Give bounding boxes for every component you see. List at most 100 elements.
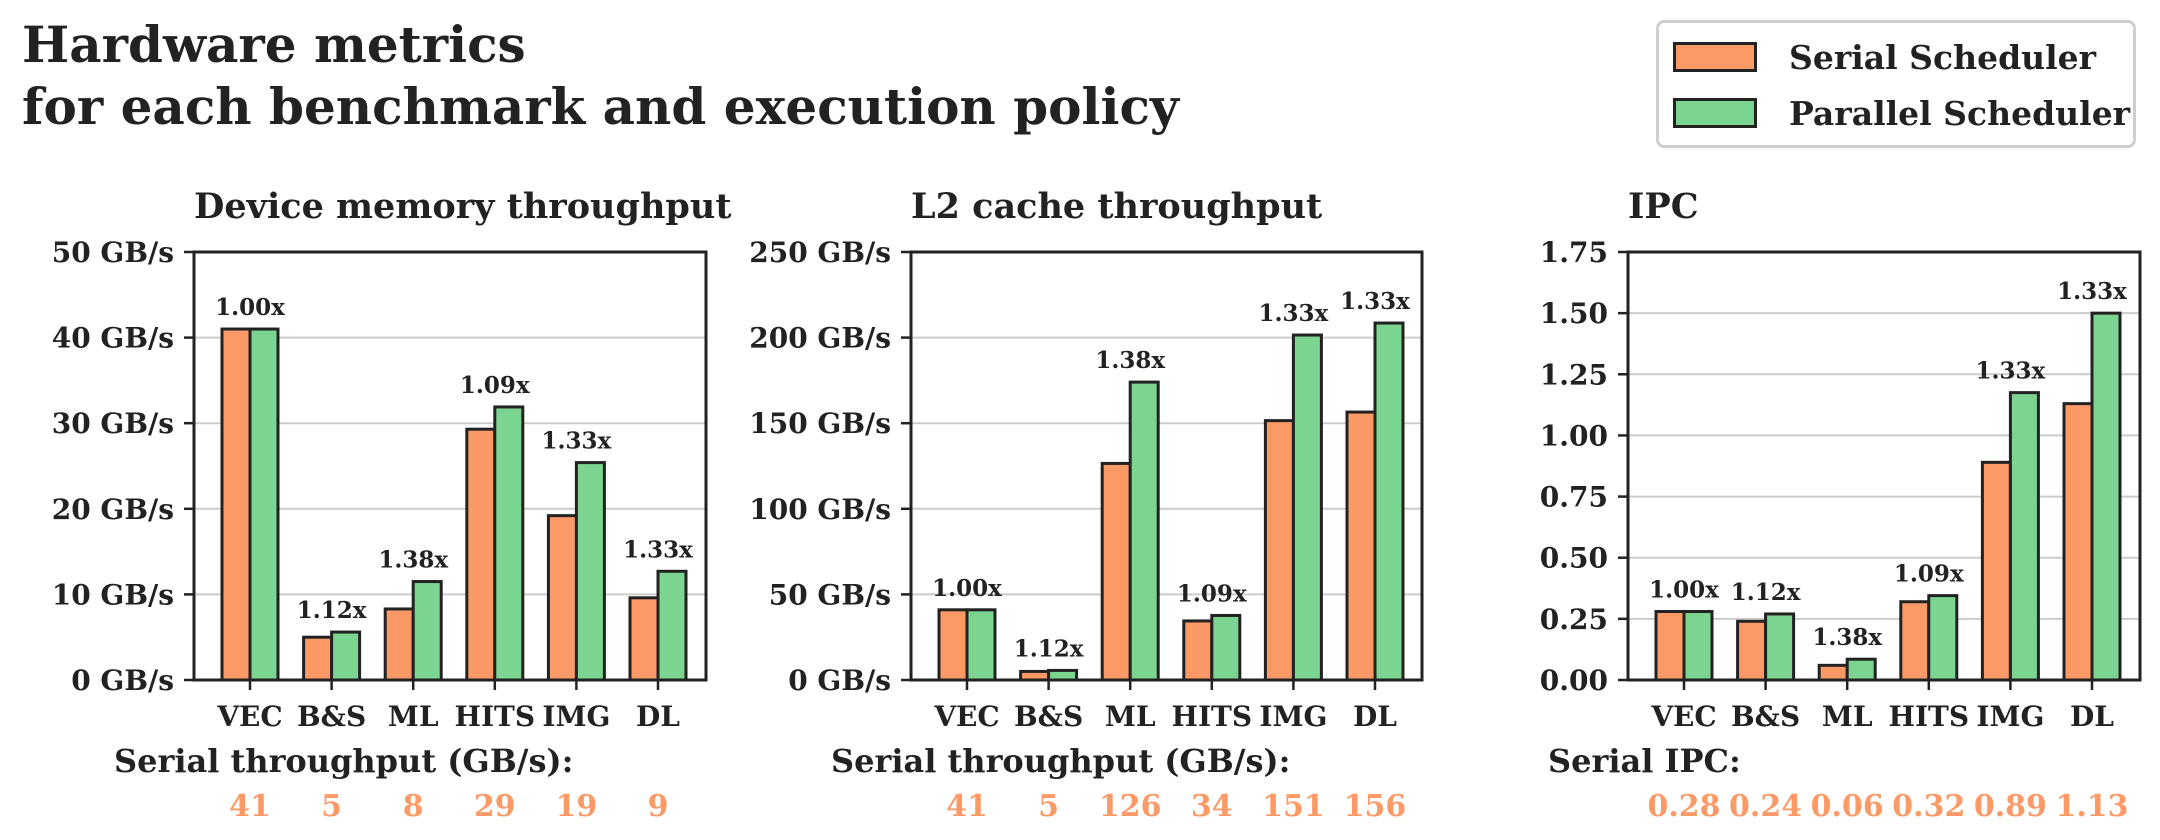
chart-3-ytick-label-3: 0.75 <box>1540 481 1608 514</box>
chart-3-bar-serial-1 <box>1736 619 1768 682</box>
chart-3-bar-parallel-2 <box>1845 657 1877 682</box>
chart-1-bar-parallel-1 <box>330 630 362 682</box>
chart-1-ytick-label-4: 40 GB/s <box>52 322 174 355</box>
chart-1-footer-label: Serial throughput (GB/s): <box>114 742 573 780</box>
chart-3-bar-serial-2 <box>1817 663 1849 682</box>
chart-2-ytick-label-0: 0 GB/s <box>788 664 891 697</box>
chart-3-xtick-label-4: IMG <box>1976 700 2044 733</box>
chart-3-bar-serial-0 <box>1654 610 1686 682</box>
chart-1-axes-frame <box>192 250 708 682</box>
chart-2-xtick-label-3: HITS <box>1171 700 1252 733</box>
chart-2-footer-label: Serial throughput (GB/s): <box>831 742 1290 780</box>
chart-3-axes-frame <box>1626 250 2142 682</box>
chart-3-ytick-label-7: 1.75 <box>1540 236 1608 269</box>
chart-3-footer-value-3: 0.32 <box>1892 789 1965 824</box>
chart-3-speedup-label-5: 1.33x <box>2057 278 2127 305</box>
chart-1-ytick-label-2: 20 GB/s <box>52 493 174 526</box>
chart-3-bar-parallel-4 <box>2008 391 2040 682</box>
chart-1-footer-value-3: 29 <box>474 789 516 824</box>
chart-3-speedup-label-4: 1.33x <box>1976 358 2046 385</box>
chart-3-bar-serial-3 <box>1899 600 1931 682</box>
chart-2-speedup-label-4: 1.33x <box>1259 300 1329 327</box>
chart-2-bar-serial-2 <box>1100 461 1132 682</box>
chart-3-ytick-label-1: 0.25 <box>1540 603 1608 636</box>
chart-1-xtick-label-1: B&S <box>297 700 366 733</box>
chart-3-bar-serial-5 <box>2062 402 2094 682</box>
chart-3-ytick-label-6: 1.50 <box>1540 297 1608 330</box>
legend-label-parallel: Parallel Scheduler <box>1789 93 2131 133</box>
chart-3-footer-value-4: 0.89 <box>1974 789 2047 824</box>
chart-3-footer-value-0: 0.28 <box>1647 789 1720 824</box>
chart-1-title: Device memory throughput <box>194 186 732 227</box>
chart-2-axes-frame <box>909 250 1424 682</box>
chart-3-footer-value-2: 0.06 <box>1811 789 1884 824</box>
chart-3-xtick-label-1: B&S <box>1731 700 1800 733</box>
chart-2-bar-serial-0 <box>937 608 969 682</box>
chart-2-speedup-label-1: 1.12x <box>1014 635 1084 662</box>
chart-3-xtick-label-3: HITS <box>1888 700 1969 733</box>
chart-2-footer-value-2: 126 <box>1099 789 1162 824</box>
chart-3-xtick-label-0: VEC <box>1650 700 1716 733</box>
chart-3-title: IPC <box>1628 186 1699 227</box>
chart-1-footer-value-2: 8 <box>403 789 424 824</box>
chart-1-xtick-label-0: VEC <box>216 700 282 733</box>
chart-1-ytick-label-0: 0 GB/s <box>71 664 174 697</box>
chart-1-ytick-label-3: 30 GB/s <box>52 407 174 440</box>
chart-3-bar-parallel-3 <box>1927 594 1959 682</box>
chart-3-footer-label: Serial IPC: <box>1548 742 1741 780</box>
chart-3-xtick-label-2: ML <box>1822 700 1873 733</box>
chart-1-ytick-label-5: 50 GB/s <box>52 236 174 269</box>
chart-2-bar-serial-5 <box>1345 410 1377 682</box>
chart-1-bar-parallel-3 <box>493 405 525 682</box>
chart-2-bar-parallel-5 <box>1373 321 1405 682</box>
chart-3-bar-serial-4 <box>1980 460 2012 682</box>
chart-1-bar-serial-3 <box>465 427 497 682</box>
figure-title: Hardware metrics for each benchmark and … <box>22 14 1179 138</box>
chart-2-bar-parallel-2 <box>1128 380 1160 682</box>
chart-1-xtick-label-3: HITS <box>454 700 535 733</box>
chart-2-xtick-label-0: VEC <box>933 700 999 733</box>
chart-3-speedup-label-3: 1.09x <box>1894 561 1964 588</box>
chart-1-footer-value-5: 9 <box>648 789 669 824</box>
chart-1-bar-parallel-2 <box>411 580 443 682</box>
chart-2-bar-parallel-4 <box>1291 333 1323 682</box>
chart-1-xtick-label-4: IMG <box>542 700 610 733</box>
chart-2-bar-parallel-0 <box>965 608 997 682</box>
chart-3-speedup-label-0: 1.00x <box>1649 577 1719 604</box>
chart-1-bar-parallel-4 <box>574 461 606 682</box>
chart-3-bar-parallel-0 <box>1682 610 1714 682</box>
chart-1-bar-serial-0 <box>220 327 252 682</box>
chart-2-speedup-label-2: 1.38x <box>1095 347 1165 374</box>
chart-2-footer-value-0: 41 <box>946 789 988 824</box>
chart-2-ytick-label-1: 50 GB/s <box>769 578 891 611</box>
chart-3-speedup-label-1: 1.12x <box>1731 579 1801 606</box>
chart-2-xtick-label-1: B&S <box>1014 700 1083 733</box>
chart-2-xtick-label-2: ML <box>1105 700 1156 733</box>
chart-3-ytick-label-2: 0.50 <box>1540 542 1608 575</box>
chart-2-ytick-label-5: 250 GB/s <box>749 236 891 269</box>
chart-1-xtick-label-2: ML <box>388 700 439 733</box>
chart-2-ytick-label-2: 100 GB/s <box>749 493 891 526</box>
chart-2-bar-serial-3 <box>1182 619 1214 682</box>
legend-swatch-parallel <box>1673 98 1757 128</box>
chart-2-xtick-label-5: DL <box>1353 700 1397 733</box>
chart-1-ytick-label-1: 10 GB/s <box>52 578 174 611</box>
chart-2-xtick-label-4: IMG <box>1259 700 1327 733</box>
chart-3-footer-value-5: 1.13 <box>2055 789 2128 824</box>
chart-1-speedup-label-1: 1.12x <box>297 597 367 624</box>
chart-3-xtick-label-5: DL <box>2070 700 2114 733</box>
chart-2-footer-value-4: 151 <box>1262 789 1325 824</box>
chart-2-title: L2 cache throughput <box>911 186 1322 227</box>
chart-1-bar-serial-4 <box>546 514 578 682</box>
chart-1-speedup-label-2: 1.38x <box>378 547 448 574</box>
chart-1-speedup-label-4: 1.33x <box>542 428 612 455</box>
chart-3-bar-parallel-5 <box>2090 311 2122 682</box>
chart-1-speedup-label-3: 1.09x <box>460 372 530 399</box>
chart-3-ytick-label-5: 1.25 <box>1540 358 1608 391</box>
chart-2-ytick-label-4: 200 GB/s <box>749 322 891 355</box>
legend-item-serial: Serial Scheduler <box>1673 37 2096 77</box>
chart-2-speedup-label-0: 1.00x <box>932 575 1002 602</box>
legend-label-serial: Serial Scheduler <box>1789 37 2097 77</box>
chart-2-ytick-label-3: 150 GB/s <box>749 407 891 440</box>
